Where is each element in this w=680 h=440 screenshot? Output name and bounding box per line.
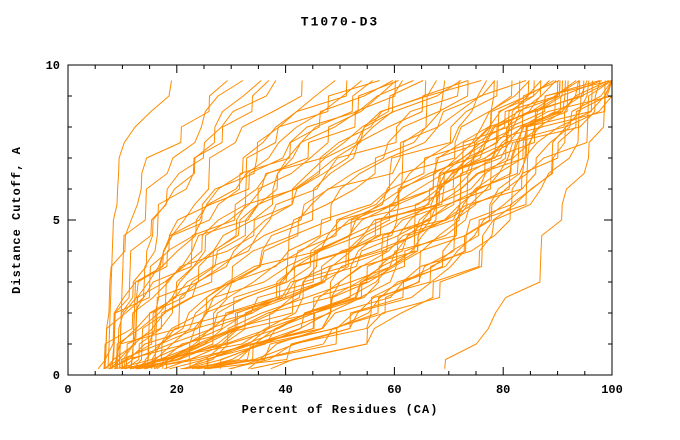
- model-curve: [144, 80, 469, 369]
- model-curve: [219, 80, 513, 369]
- model-curve: [129, 80, 561, 370]
- model-curve: [115, 80, 527, 370]
- model-curve: [113, 80, 394, 370]
- model-curve: [124, 80, 555, 370]
- model-curve: [123, 80, 403, 369]
- model-curve: [104, 80, 348, 369]
- model-curve: [121, 80, 270, 370]
- x-axis-label: Percent of Residues (CA): [241, 403, 439, 417]
- model-curve: [120, 80, 577, 369]
- model-curve: [144, 80, 557, 370]
- x-tick-label: 40: [278, 383, 292, 397]
- x-tick-label: 80: [496, 383, 510, 397]
- chart-title: T1070-D3: [300, 14, 380, 30]
- model-curve: [104, 80, 399, 370]
- model-curve: [197, 80, 580, 370]
- model-curve: [97, 80, 396, 370]
- y-tick-label: 10: [46, 59, 60, 73]
- model-curve: [146, 80, 424, 369]
- model-curve: [185, 80, 585, 370]
- model-curve: [136, 80, 530, 370]
- y-tick-label: 5: [53, 214, 60, 228]
- model-curve: [109, 80, 437, 369]
- model-curve: [206, 80, 593, 370]
- model-curve: [108, 80, 498, 370]
- model-curve: [207, 80, 580, 369]
- model-curve: [189, 80, 613, 369]
- model-curve: [154, 80, 427, 369]
- model-curve: [195, 80, 530, 370]
- model-curve: [145, 80, 561, 370]
- model-curve: [169, 80, 563, 370]
- model-curve: [136, 80, 336, 370]
- model-curve: [116, 80, 380, 369]
- model-curve: [121, 80, 542, 370]
- model-curve: [228, 80, 613, 370]
- model-curve: [270, 80, 588, 370]
- x-tick-label: 100: [601, 383, 623, 397]
- x-tick-label: 0: [64, 383, 71, 397]
- model-curve: [125, 80, 496, 370]
- x-tick-label: 20: [170, 383, 184, 397]
- model-curve: [165, 80, 613, 369]
- model-curve: [121, 80, 374, 369]
- model-curve: [114, 80, 469, 369]
- model-curve: [182, 80, 601, 370]
- model-curve: [184, 80, 613, 370]
- model-curve: [104, 80, 228, 369]
- model-curve: [132, 80, 414, 370]
- model-curve: [444, 80, 613, 369]
- model-curve: [250, 80, 590, 370]
- model-curve: [135, 80, 482, 370]
- y-tick-label: 0: [53, 369, 60, 383]
- model-curve: [125, 80, 460, 369]
- model-curve: [184, 80, 550, 370]
- model-curve: [154, 80, 488, 370]
- model-curve: [247, 80, 569, 370]
- model-curve: [164, 80, 446, 370]
- x-tick-label: 60: [387, 383, 401, 397]
- model-curve: [156, 80, 600, 370]
- model-curve: [118, 80, 262, 369]
- model-curve: [206, 80, 521, 369]
